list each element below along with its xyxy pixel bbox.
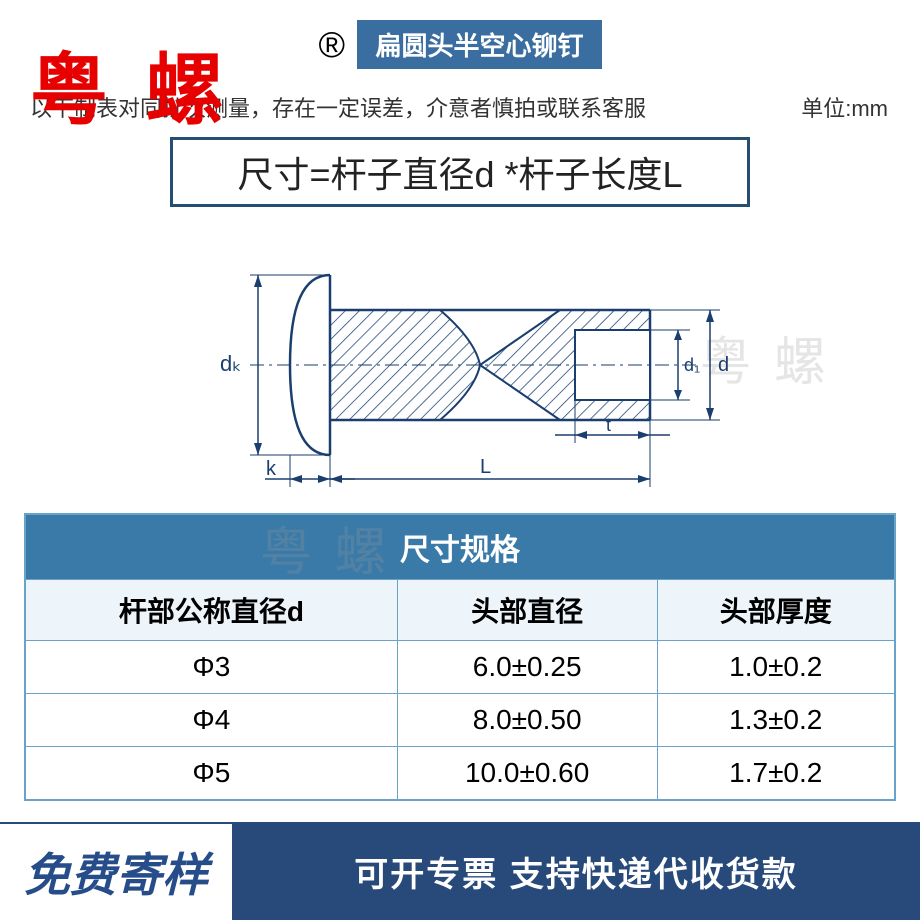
formula-box: 尺寸=杆子直径d *杆子长度L <box>170 137 750 207</box>
spec-table: 尺寸规格 杆部公称直径d 头部直径 头部厚度 Φ3 6.0±0.25 1.0±0… <box>24 513 896 801</box>
table-row: Φ4 8.0±0.50 1.3±0.2 <box>25 694 895 747</box>
table-row: Φ3 6.0±0.25 1.0±0.2 <box>25 641 895 694</box>
col-header: 杆部公称直径d <box>25 580 397 641</box>
header: ® 扁圆头半空心铆钉 <box>0 0 920 69</box>
footer-left: 免费寄样 <box>0 822 232 920</box>
note-row: 以下制表对同批次测量，存在一定误差，介意者慎拍或联系客服 单位:mm <box>0 69 920 123</box>
rivet-diagram: dₖ d₁ d k L t <box>180 235 740 495</box>
footer-right: 可开专票 支持快递代收货款 <box>232 822 920 920</box>
label-d: d <box>718 354 729 376</box>
table-row: Φ5 10.0±0.60 1.7±0.2 <box>25 747 895 801</box>
label-t: t <box>606 415 611 435</box>
footer-bar: 免费寄样 可开专票 支持快递代收货款 <box>0 822 920 920</box>
registered-icon: ® <box>319 24 346 66</box>
table-title: 尺寸规格 <box>25 514 895 580</box>
col-header: 头部直径 <box>397 580 657 641</box>
label-d1: d₁ <box>684 355 700 375</box>
product-title: 扁圆头半空心铆钉 <box>357 20 601 69</box>
label-L: L <box>480 456 491 478</box>
label-k: k <box>266 458 277 480</box>
note-text: 以下制表对同批次测量，存在一定误差，介意者慎拍或联系客服 <box>30 96 646 121</box>
label-dk: dₖ <box>220 351 242 376</box>
unit-label: 单位:mm <box>801 91 888 123</box>
col-header: 头部厚度 <box>657 580 895 641</box>
